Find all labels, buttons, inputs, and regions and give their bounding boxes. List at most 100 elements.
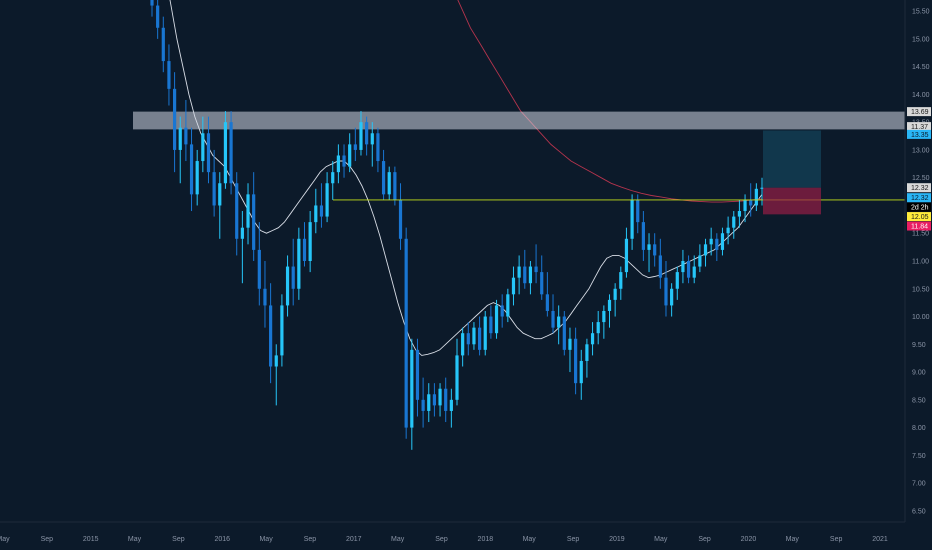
candle-body xyxy=(297,238,301,289)
candle xyxy=(557,305,561,345)
candle-body xyxy=(348,144,352,167)
candle-body xyxy=(156,5,160,28)
candle xyxy=(150,0,154,17)
price-tag-label: 2d 2h xyxy=(911,205,929,212)
candle-body xyxy=(602,310,606,323)
candle-body xyxy=(325,183,329,217)
candle-body xyxy=(613,288,617,300)
candle xyxy=(664,261,668,317)
price-tick-label: 8.50 xyxy=(912,397,926,404)
candle xyxy=(562,310,566,356)
price-tag-box xyxy=(907,183,931,193)
candle xyxy=(551,294,555,334)
candle xyxy=(314,188,318,234)
candle-body xyxy=(212,172,216,206)
candle xyxy=(720,227,725,256)
candle xyxy=(319,183,324,228)
candle xyxy=(206,116,211,184)
candle-body xyxy=(703,244,708,256)
candle-body xyxy=(477,327,482,350)
candle-body xyxy=(568,338,572,350)
candle-body xyxy=(540,272,544,295)
candle xyxy=(201,116,205,173)
time-tick-label: 2021 xyxy=(872,536,888,543)
candle xyxy=(269,283,273,384)
time-axis-background xyxy=(0,522,932,550)
candle xyxy=(285,255,290,317)
candle xyxy=(252,172,256,261)
time-tick-label: May xyxy=(259,536,273,543)
candle xyxy=(359,111,363,156)
candle-body xyxy=(455,355,459,400)
candle xyxy=(274,344,278,406)
price-axis-background xyxy=(905,0,932,550)
candle xyxy=(528,261,533,295)
time-tick-label: Sep xyxy=(830,536,843,543)
candle xyxy=(574,327,578,395)
candle xyxy=(365,116,369,156)
candle xyxy=(331,161,335,200)
candle-body xyxy=(760,187,764,189)
price-tick-label: 14.50 xyxy=(912,64,930,71)
price-tag: 12.32 xyxy=(907,193,931,203)
candle xyxy=(545,272,549,317)
candle xyxy=(653,233,657,267)
candle xyxy=(709,227,713,256)
price-tick-label: 9.00 xyxy=(912,370,926,377)
candle-body xyxy=(732,216,736,228)
candle-body xyxy=(754,188,758,206)
candle xyxy=(449,388,453,428)
candle-body xyxy=(150,0,154,6)
price-tag-box xyxy=(907,122,931,132)
candle-body xyxy=(206,133,211,173)
candle-body xyxy=(545,294,549,311)
time-tick-label: May xyxy=(0,536,10,543)
price-tag-box xyxy=(907,221,931,231)
candle xyxy=(500,294,504,328)
time-tick-label: 2019 xyxy=(609,536,625,543)
price-tick-label: 15.50 xyxy=(912,9,930,16)
price-tick-label: 6.50 xyxy=(912,508,926,515)
candle-body xyxy=(709,238,713,245)
price-tag-label: 11.84 xyxy=(911,224,928,231)
candle-body xyxy=(466,333,470,345)
time-tick-label: May xyxy=(786,536,800,543)
candle-body xyxy=(229,122,233,184)
candle-body xyxy=(167,61,171,89)
candle xyxy=(297,227,301,300)
candle xyxy=(585,338,589,378)
candle-body xyxy=(336,155,340,173)
candle xyxy=(658,238,662,289)
candle-body xyxy=(641,222,645,250)
candle-body xyxy=(189,144,194,195)
candle xyxy=(235,172,239,256)
candle-body xyxy=(692,266,696,278)
candle-body xyxy=(686,261,691,278)
candle-body xyxy=(291,266,295,289)
candle-body xyxy=(365,122,369,145)
candle xyxy=(715,233,719,261)
position-target-zone xyxy=(763,130,821,188)
candle-body xyxy=(342,155,346,167)
candle-body xyxy=(647,244,651,250)
price-tick-label: 11.50 xyxy=(912,231,929,238)
candle-body xyxy=(511,277,516,295)
candle xyxy=(523,249,527,289)
price-tag: 13.69 xyxy=(907,107,931,117)
time-tick-label: Sep xyxy=(698,536,711,543)
candle-body xyxy=(302,238,307,261)
candle-body xyxy=(534,266,538,273)
candle-body xyxy=(574,338,578,384)
price-tag-box xyxy=(907,212,931,222)
candle-body xyxy=(670,288,674,306)
price-tag-label: 13.35 xyxy=(911,132,929,139)
candle xyxy=(624,227,629,278)
price-tag-box xyxy=(907,107,931,117)
candle-body xyxy=(720,233,725,250)
candle xyxy=(156,0,160,39)
candle xyxy=(291,238,295,306)
candle xyxy=(348,133,352,173)
price-tag-box xyxy=(907,193,931,203)
